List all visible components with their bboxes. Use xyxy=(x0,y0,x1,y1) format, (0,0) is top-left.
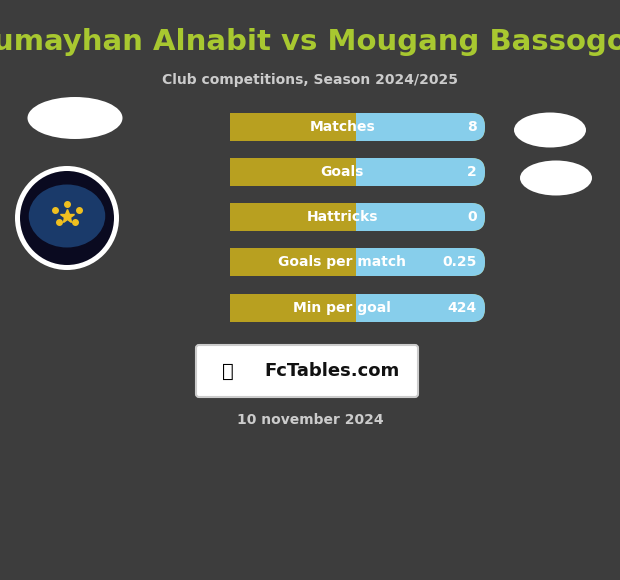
Text: 8: 8 xyxy=(467,120,477,134)
Ellipse shape xyxy=(27,97,123,139)
Text: Sumayhan Alnabit vs Mougang Bassogog: Sumayhan Alnabit vs Mougang Bassogog xyxy=(0,28,620,56)
Bar xyxy=(230,113,356,141)
Text: 10 november 2024: 10 november 2024 xyxy=(237,413,383,427)
Text: Hattricks: Hattricks xyxy=(306,210,378,224)
FancyBboxPatch shape xyxy=(230,294,485,322)
FancyBboxPatch shape xyxy=(196,345,418,397)
Text: FcTables.com: FcTables.com xyxy=(264,362,400,380)
Bar xyxy=(230,158,356,186)
Text: Goals: Goals xyxy=(321,165,364,179)
FancyBboxPatch shape xyxy=(230,248,485,276)
Text: Matches: Matches xyxy=(309,120,375,134)
Text: 📊: 📊 xyxy=(222,361,234,380)
Ellipse shape xyxy=(520,161,592,195)
Circle shape xyxy=(20,171,114,265)
FancyBboxPatch shape xyxy=(230,203,485,231)
FancyBboxPatch shape xyxy=(230,113,485,141)
Text: 2: 2 xyxy=(467,165,477,179)
FancyBboxPatch shape xyxy=(230,248,485,276)
Ellipse shape xyxy=(514,113,586,147)
Text: 0: 0 xyxy=(467,210,477,224)
Circle shape xyxy=(15,166,119,270)
Bar xyxy=(230,203,356,231)
Text: 0.25: 0.25 xyxy=(443,255,477,269)
Text: Min per goal: Min per goal xyxy=(293,301,391,315)
Bar xyxy=(230,294,356,322)
Ellipse shape xyxy=(29,184,105,248)
Bar xyxy=(230,248,356,276)
FancyBboxPatch shape xyxy=(230,158,485,186)
Text: 424: 424 xyxy=(448,301,477,315)
FancyBboxPatch shape xyxy=(230,158,485,186)
FancyBboxPatch shape xyxy=(230,294,485,322)
Text: Club competitions, Season 2024/2025: Club competitions, Season 2024/2025 xyxy=(162,73,458,87)
FancyBboxPatch shape xyxy=(230,203,485,231)
Text: Goals per match: Goals per match xyxy=(278,255,406,269)
FancyBboxPatch shape xyxy=(230,113,485,141)
